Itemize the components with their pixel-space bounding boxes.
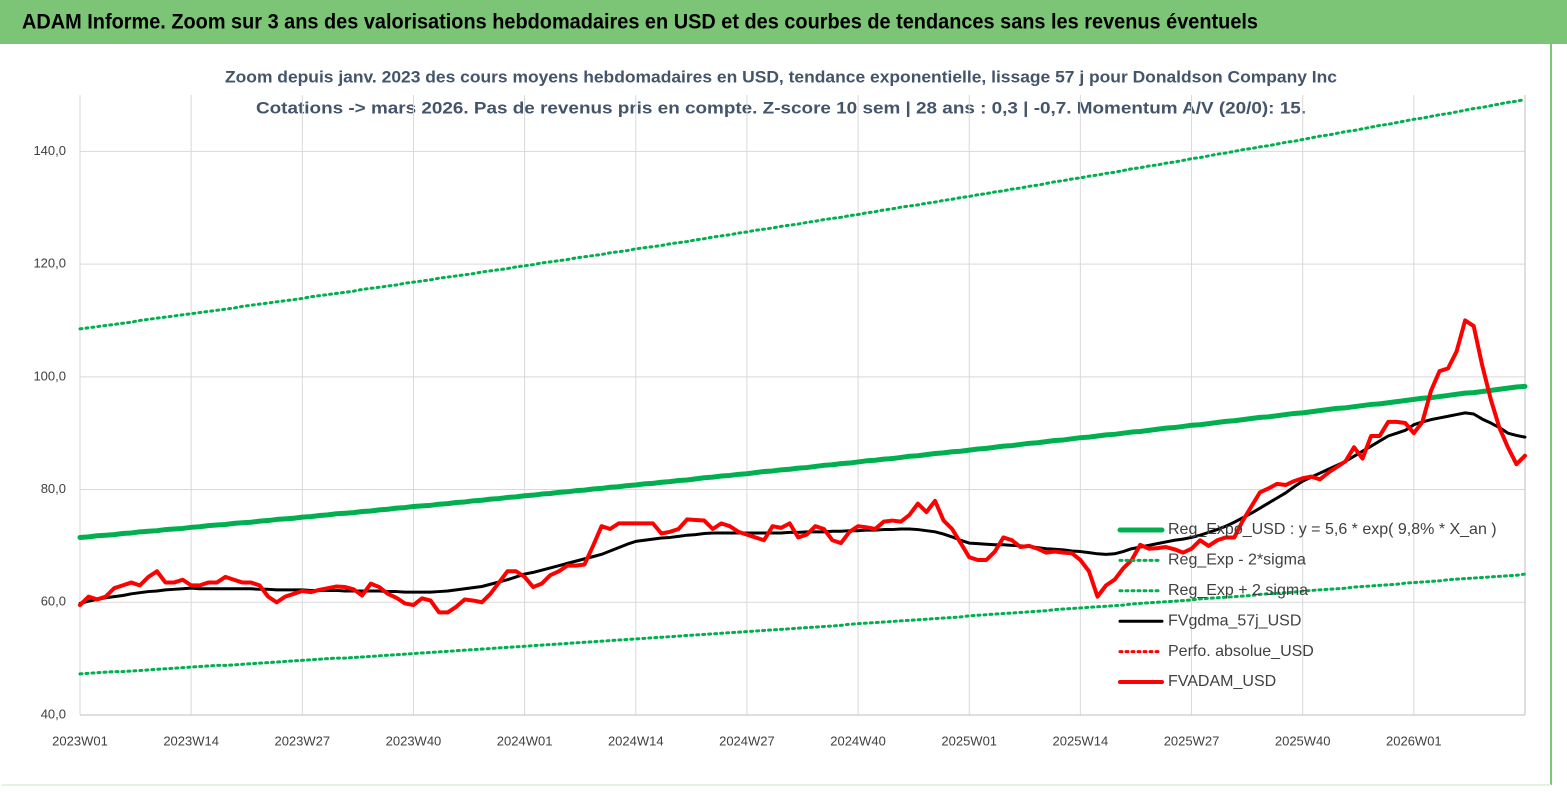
x-tick-label: 2024W14 bbox=[608, 733, 664, 748]
series-line bbox=[78, 318, 1527, 615]
legend-label: Reg_Exp - 2*sigma bbox=[1168, 552, 1306, 569]
x-tick-label: 2024W01 bbox=[497, 733, 553, 748]
x-tick-label: 2024W40 bbox=[830, 733, 886, 748]
x-tick-label: 2023W27 bbox=[274, 733, 330, 748]
series-line bbox=[78, 98, 1527, 331]
y-tick-label: 120,0 bbox=[33, 256, 66, 271]
legend-label: Reg_Expo_USD : y = 5,6 * exp( 9,8% * X_a… bbox=[1168, 521, 1497, 538]
chart-title: Zoom depuis janv. 2023 des cours moyens … bbox=[225, 67, 1337, 86]
x-tick-label: 2025W40 bbox=[1275, 733, 1331, 748]
chart-subtitle: Cotations -> mars 2026. Pas de revenus p… bbox=[256, 98, 1306, 117]
header-title: ADAM Informe. Zoom sur 3 ans des valoris… bbox=[22, 11, 1258, 34]
series-line bbox=[78, 572, 1527, 676]
x-tick-label: 2023W14 bbox=[163, 733, 219, 748]
x-tick-label: 2023W40 bbox=[386, 733, 442, 748]
y-tick-label: 100,0 bbox=[33, 368, 66, 383]
x-tick-label: 2026W01 bbox=[1386, 733, 1442, 748]
y-tick-label: 40,0 bbox=[41, 706, 66, 721]
header-bar bbox=[0, 0, 1567, 44]
series-line bbox=[77, 383, 1528, 540]
legend-label: Reg_Exp + 2 sigma bbox=[1168, 582, 1308, 599]
x-tick-label: 2025W01 bbox=[941, 733, 997, 748]
legend-label: FVADAM_USD bbox=[1168, 673, 1276, 690]
legend-label: Perfo. absolue_USD bbox=[1168, 643, 1314, 660]
y-tick-label: 140,0 bbox=[33, 143, 66, 158]
y-tick-label: 80,0 bbox=[41, 481, 66, 496]
x-tick-label: 2025W27 bbox=[1164, 733, 1220, 748]
x-tick-label: 2025W14 bbox=[1053, 733, 1109, 748]
x-tick-label: 2024W27 bbox=[719, 733, 775, 748]
x-tick-label: 2023W01 bbox=[52, 733, 108, 748]
y-tick-label: 60,0 bbox=[41, 594, 66, 609]
legend-label: FVgdma_57j_USD bbox=[1168, 612, 1301, 629]
